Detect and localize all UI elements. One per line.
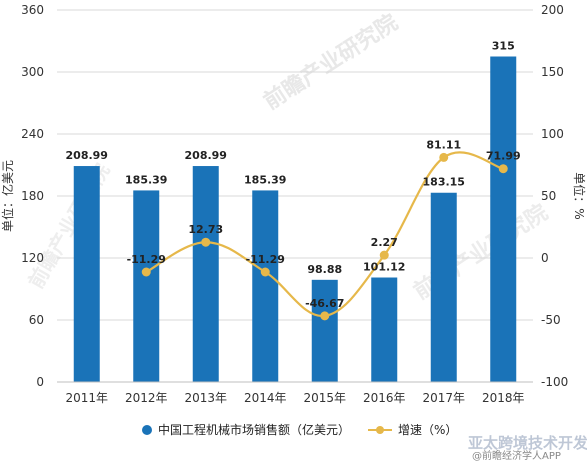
y-tick-label: 360 — [21, 3, 44, 17]
x-tick-label: 2014年 — [244, 391, 287, 405]
x-tick-label: 2013年 — [184, 391, 227, 405]
growth-value-label: -11.29 — [246, 253, 285, 266]
watermark-text: 前瞻产业研究院 — [24, 159, 115, 292]
x-tick-label: 2017年 — [422, 391, 465, 405]
growth-value-label: 12.73 — [188, 223, 223, 236]
y2-tick-label: -50 — [541, 313, 561, 327]
x-tick-label: 2012年 — [125, 391, 168, 405]
watermark-text: @前瞻经济学人APP — [472, 449, 561, 461]
bar — [371, 277, 398, 382]
bars — [73, 56, 517, 382]
y2-tick-label: -100 — [541, 375, 568, 389]
data-labels: 208.99 185.39 208.99 185.39 98.88 101.12 183.1… — [66, 40, 521, 310]
bar-value-label: 315 — [492, 40, 515, 53]
bar-value-label: 185.39 — [244, 173, 286, 186]
y2-tick-label: 100 — [541, 127, 564, 141]
legend-bar-label: 中国工程机械市场销售额（亿美元） — [158, 422, 350, 437]
growth-point — [260, 267, 270, 277]
growth-value-label: -46.67 — [305, 297, 344, 310]
watermark-text: 前瞻产业研究院 — [409, 199, 552, 305]
growth-value-label: -11.29 — [127, 253, 166, 266]
bar-value-label: 98.88 — [307, 263, 342, 276]
bar — [133, 190, 160, 382]
y2-tick-label: 0 — [541, 251, 549, 265]
y-axis-title: 单位：亿美元 — [0, 160, 15, 232]
bar-value-label: 208.99 — [66, 149, 108, 162]
legend-line-dot — [376, 426, 384, 434]
growth-value-label: 71.99 — [486, 150, 521, 163]
growth-value-label: 81.11 — [426, 138, 461, 151]
bar-value-label: 185.39 — [125, 173, 167, 186]
y2-tick-label: 150 — [541, 65, 564, 79]
bar-value-label: 208.99 — [185, 149, 227, 162]
watermark-text: 亚太跨境技术开发网 — [468, 434, 587, 452]
legend-bar-marker — [142, 425, 152, 435]
y-tick-label: 0 — [36, 375, 44, 389]
growth-point — [379, 250, 389, 260]
bar — [430, 192, 457, 382]
x-tick-label: 2018年 — [482, 391, 525, 405]
legend: 中国工程机械市场销售额（亿美元） 增速（%） — [142, 422, 457, 437]
axes: 0 60 120 180 240 300 360 -100 -50 0 50 100 150 200 201… — [0, 3, 587, 405]
bar-value-label: 101.12 — [363, 261, 405, 274]
watermark-text: 前瞻产业研究院 — [259, 9, 402, 115]
gridlines — [57, 9, 533, 383]
x-tick-label: 2015年 — [303, 391, 346, 405]
y-tick-label: 120 — [21, 251, 44, 265]
bar — [192, 166, 219, 382]
bar — [73, 166, 100, 382]
y-tick-label: 60 — [29, 313, 44, 327]
bar — [311, 279, 338, 382]
bar — [490, 56, 517, 382]
y2-axis-title: 单位：% — [572, 172, 587, 219]
x-tick-label: 2016年 — [363, 391, 406, 405]
y-tick-label: 180 — [21, 189, 44, 203]
growth-point — [439, 152, 449, 162]
y2-tick-label: 200 — [541, 3, 564, 17]
bar — [252, 190, 279, 382]
growth-point — [320, 311, 330, 321]
growth-line — [141, 151, 508, 321]
y2-tick-label: 50 — [541, 189, 556, 203]
y-tick-label: 300 — [21, 65, 44, 79]
bar-value-label: 183.15 — [423, 176, 465, 189]
x-tick-label: 2011年 — [65, 391, 108, 405]
growth-value-label: 2.27 — [371, 236, 398, 249]
growth-point — [201, 237, 211, 247]
legend-line-label: 增速（%） — [398, 423, 457, 437]
growth-point — [141, 267, 151, 277]
y-tick-label: 240 — [21, 127, 44, 141]
growth-point — [498, 164, 508, 174]
